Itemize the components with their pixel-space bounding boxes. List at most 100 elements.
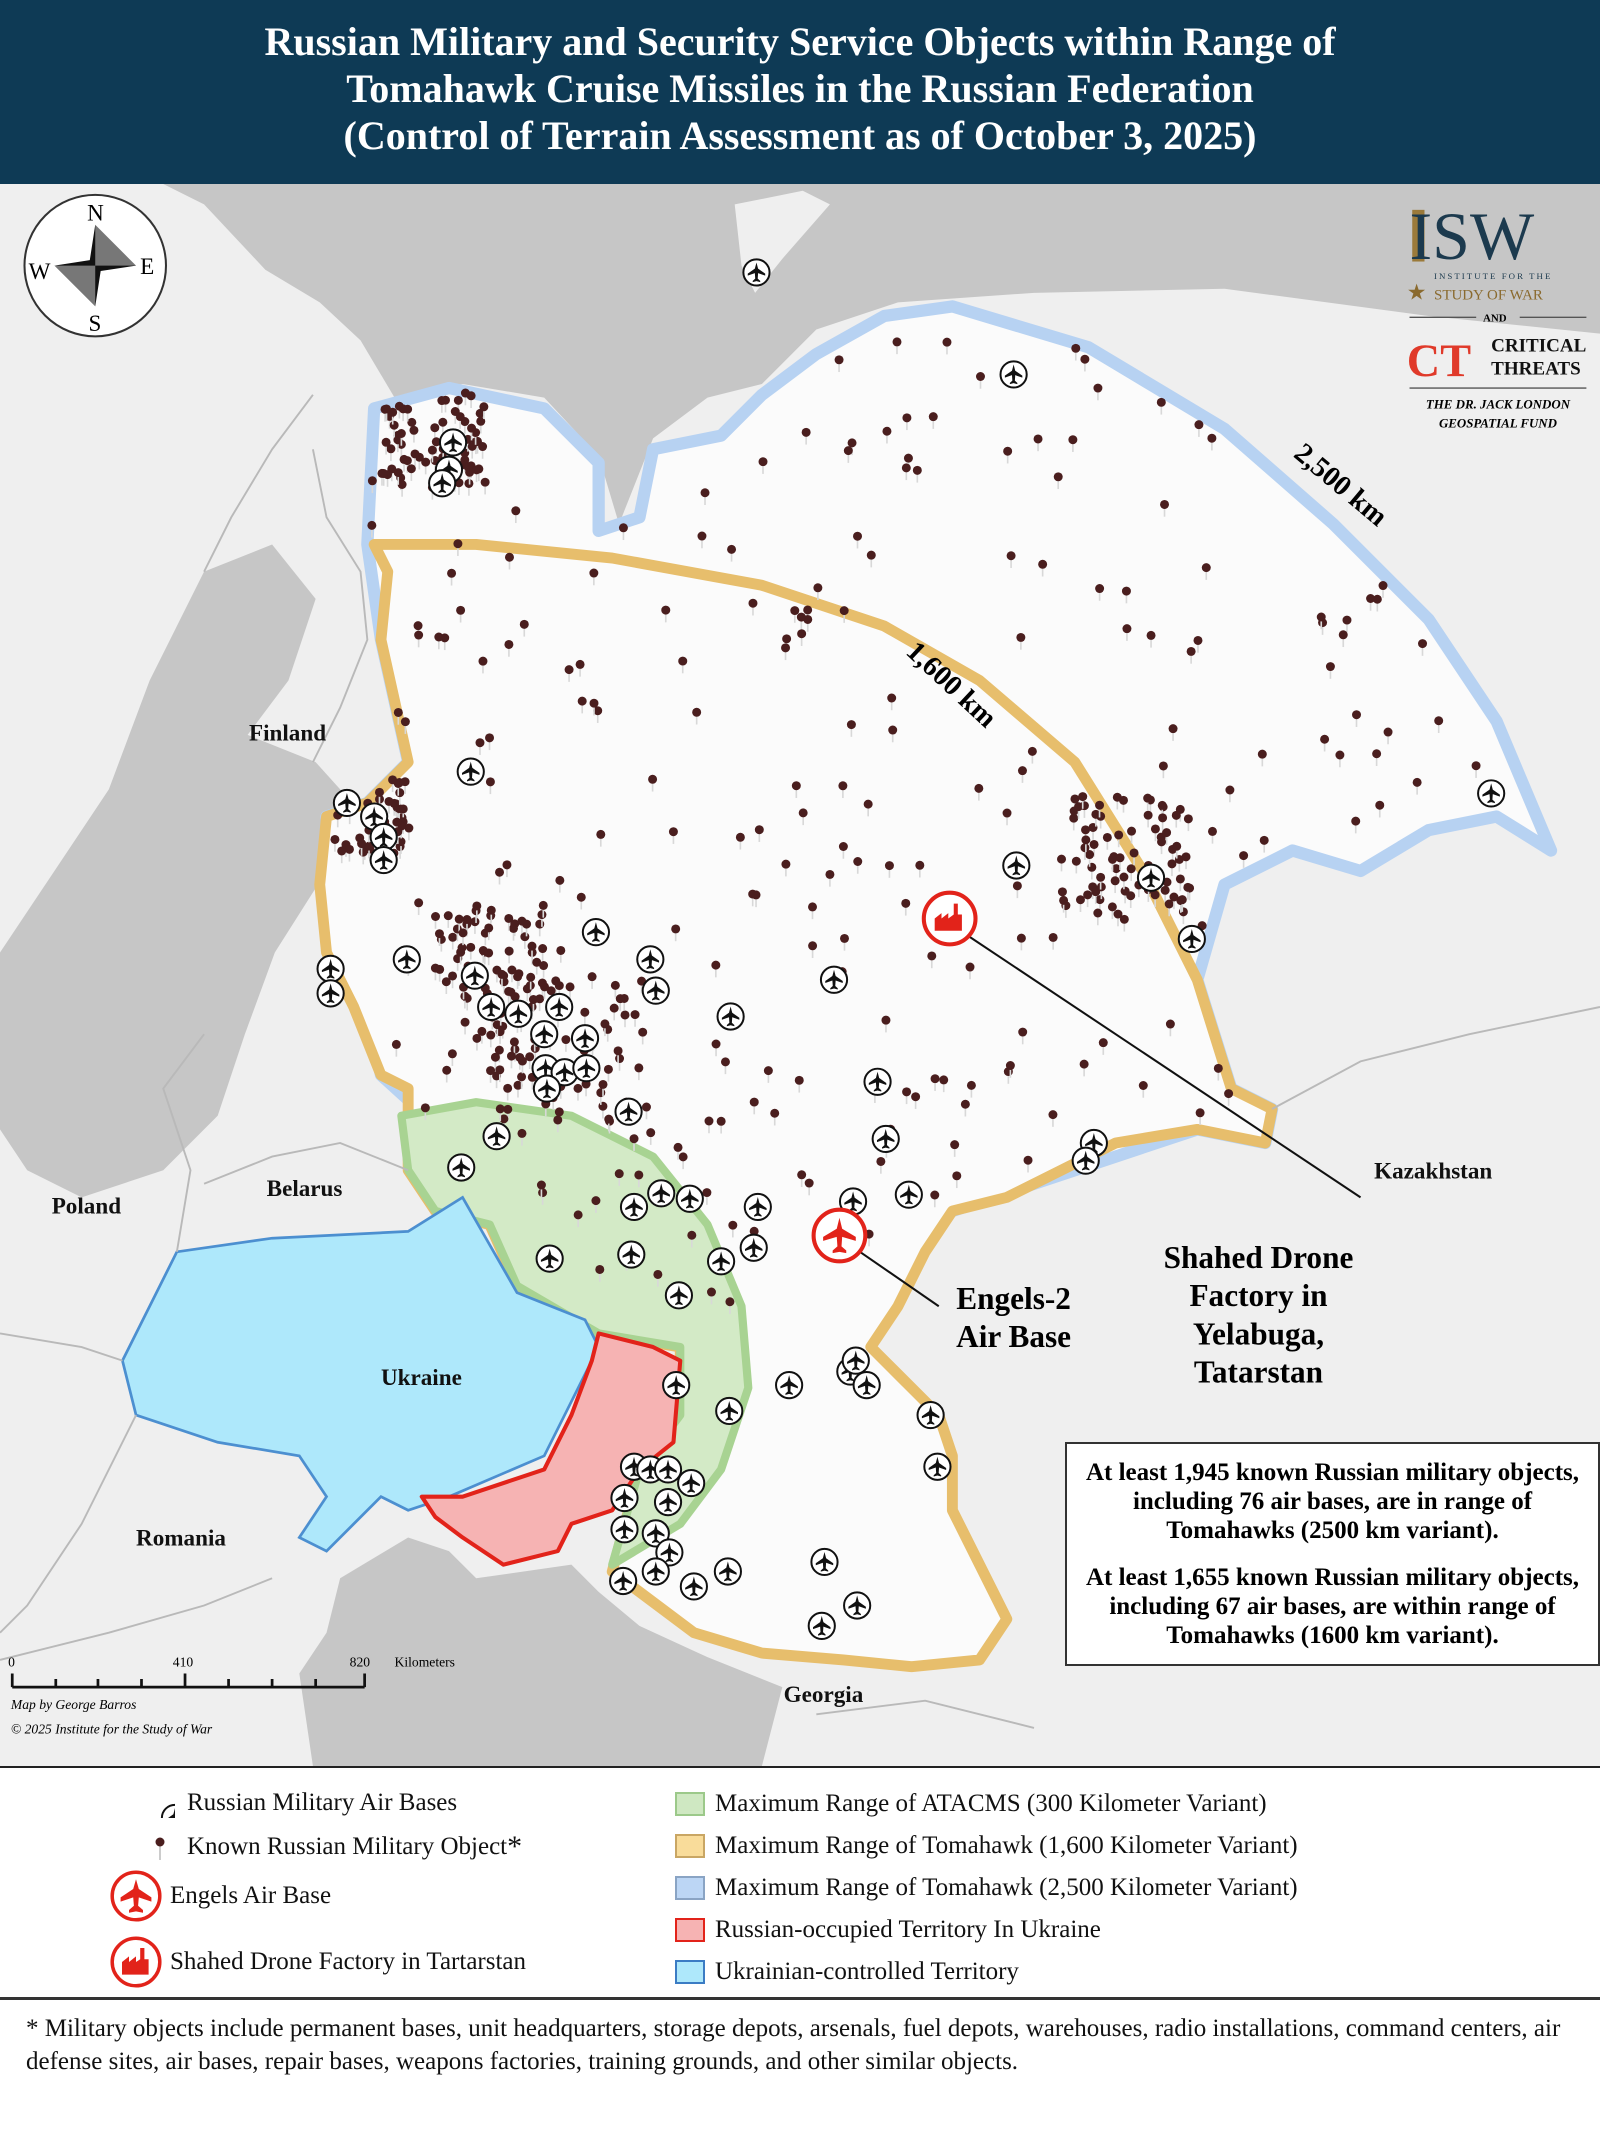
- air-base-icon[interactable]: [316, 954, 345, 983]
- air-base-icon[interactable]: [617, 1240, 646, 1269]
- label-ukraine: Ukraine: [381, 1365, 462, 1391]
- air-base-icon[interactable]: [530, 1020, 559, 1049]
- air-base-icon[interactable]: [662, 1371, 691, 1400]
- military-object-marker: [1048, 1110, 1058, 1127]
- air-base-icon[interactable]: [916, 1400, 945, 1430]
- air-base-icon[interactable]: [545, 992, 574, 1022]
- air-base-icon[interactable]: [999, 360, 1028, 389]
- military-object-marker: [974, 783, 984, 801]
- air-base-icon[interactable]: [609, 1566, 638, 1596]
- air-base-icon[interactable]: [428, 469, 457, 498]
- military-object-marker: [443, 911, 453, 928]
- air-base-icon[interactable]: [871, 1124, 900, 1154]
- military-object-marker: [1081, 835, 1091, 853]
- military-object-marker: [1213, 1063, 1223, 1081]
- air-base-icon[interactable]: [810, 1547, 839, 1577]
- air-base-icon[interactable]: [532, 1074, 562, 1103]
- air-base-icon[interactable]: [1136, 863, 1166, 892]
- air-base-icon[interactable]: [653, 1455, 683, 1484]
- engels-air-base-icon[interactable]: [811, 1207, 868, 1264]
- military-object-marker: [634, 1063, 644, 1081]
- air-base-icon[interactable]: [610, 1515, 639, 1544]
- military-object-marker: [357, 839, 367, 856]
- air-base-icon[interactable]: [675, 1184, 704, 1213]
- military-object-marker: [472, 1033, 482, 1051]
- air-base-icon[interactable]: [653, 1488, 683, 1517]
- military-object-marker: [1095, 584, 1105, 601]
- military-object-marker: [421, 457, 431, 475]
- air-base-icon[interactable]: [392, 945, 421, 974]
- military-object-marker: [1074, 802, 1084, 819]
- svg-text:INSTITUTE FOR THE: INSTITUTE FOR THE: [1434, 271, 1552, 281]
- military-object-marker: [495, 867, 505, 885]
- air-base-icon[interactable]: [316, 979, 345, 1008]
- military-object-marker: [960, 1099, 970, 1117]
- air-base-icon[interactable]: [775, 1371, 804, 1400]
- air-base-icon[interactable]: [447, 1153, 476, 1182]
- air-base-icon[interactable]: [706, 1247, 736, 1276]
- air-base-icon[interactable]: [482, 1122, 511, 1151]
- air-base-icon[interactable]: [572, 1054, 601, 1083]
- air-base-icon[interactable]: [819, 965, 849, 994]
- military-object-marker: [379, 469, 389, 486]
- air-base-icon[interactable]: [460, 961, 489, 990]
- air-base-icon[interactable]: [610, 1483, 639, 1513]
- military-object-marker: [540, 982, 550, 1000]
- air-base-icon[interactable]: [1002, 851, 1031, 880]
- shahed-factory-icon[interactable]: [921, 890, 978, 947]
- air-base-icon[interactable]: [742, 258, 771, 287]
- air-base-icon[interactable]: [619, 1192, 649, 1222]
- air-base-icon[interactable]: [807, 1611, 836, 1640]
- air-base-icon[interactable]: [715, 1396, 744, 1426]
- air-base-icon[interactable]: [636, 945, 665, 974]
- military-object-marker: [561, 1035, 571, 1052]
- air-base-icon[interactable]: [641, 1557, 670, 1586]
- air-base-icon[interactable]: [581, 918, 611, 947]
- air-base-icon[interactable]: [863, 1067, 892, 1096]
- military-object-marker: [1057, 854, 1067, 872]
- air-base-icon[interactable]: [477, 992, 506, 1022]
- air-base-icon[interactable]: [894, 1180, 923, 1209]
- svg-text:THE DR. JACK LONDON: THE DR. JACK LONDON: [1426, 396, 1571, 411]
- military-object-marker: [1095, 800, 1105, 818]
- air-base-icon[interactable]: [664, 1281, 694, 1310]
- air-base-icon[interactable]: [841, 1346, 870, 1375]
- military-object-marker: [486, 1066, 496, 1083]
- air-base-icon[interactable]: [570, 1024, 600, 1053]
- military-object-marker: [692, 707, 702, 725]
- air-base-icon[interactable]: [456, 757, 485, 786]
- air-base-icon[interactable]: [1477, 779, 1506, 808]
- air-base-icon[interactable]: [713, 1557, 742, 1586]
- military-object-marker: [641, 1102, 651, 1120]
- air-base-icon[interactable]: [716, 1002, 745, 1031]
- air-base-icon[interactable]: [535, 1244, 564, 1273]
- air-base-icon[interactable]: [369, 845, 398, 875]
- air-base-icon[interactable]: [614, 1097, 643, 1126]
- air-base-icon[interactable]: [1071, 1146, 1100, 1175]
- air-base-icon[interactable]: [852, 1371, 881, 1400]
- military-object-marker: [538, 944, 548, 961]
- air-base-icon[interactable]: [647, 1179, 676, 1208]
- military-object-marker: [330, 834, 340, 852]
- military-object-marker: [801, 427, 811, 445]
- air-base-icon[interactable]: [739, 1233, 768, 1262]
- isw-logo: ISW ★ INSTITUTE FOR THE STUDY OF WAR AND: [1407, 198, 1587, 324]
- air-base-icon[interactable]: [504, 999, 533, 1028]
- svg-text:CRITICAL: CRITICAL: [1491, 335, 1586, 356]
- air-base-icon[interactable]: [641, 976, 670, 1005]
- military-object-marker: [1158, 761, 1168, 779]
- military-object-marker: [435, 964, 445, 982]
- air-base-icon[interactable]: [332, 788, 362, 818]
- air-base-icon[interactable]: [1177, 924, 1206, 954]
- country-borders: [0, 394, 1600, 1729]
- military-object-marker: [528, 995, 538, 1012]
- air-base-icon[interactable]: [679, 1572, 708, 1601]
- military-object-marker: [1059, 895, 1069, 913]
- military-object-marker: [522, 984, 532, 1002]
- air-base-icon[interactable]: [677, 1468, 706, 1498]
- air-base-icon[interactable]: [843, 1591, 872, 1620]
- air-base-icon[interactable]: [743, 1192, 772, 1222]
- air-base-icon[interactable]: [438, 428, 468, 457]
- air-base-icon[interactable]: [923, 1452, 952, 1481]
- legend-ukrainian-territory: Ukrainian-controlled Territory: [675, 1958, 1019, 1986]
